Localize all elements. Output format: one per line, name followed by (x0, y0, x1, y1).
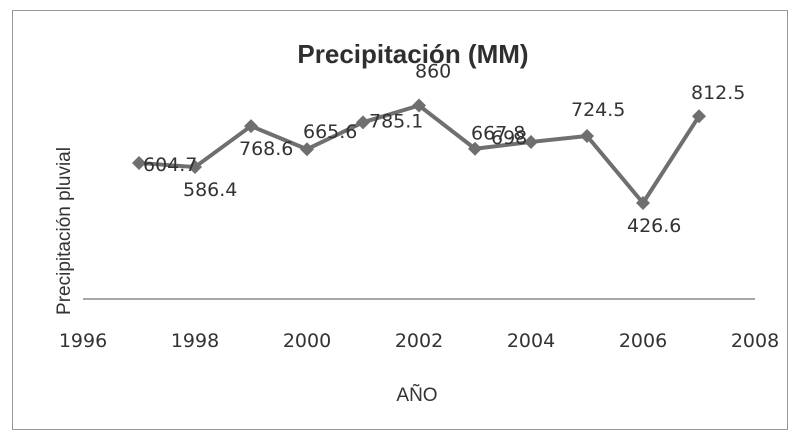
x-tick-label-2002: 2002 (395, 330, 443, 352)
data-point-1998 (188, 160, 202, 175)
data-label-2001: 785.1 (369, 110, 423, 132)
data-point-2003 (468, 141, 482, 156)
data-point-2007 (692, 109, 706, 124)
data-point-2005 (580, 128, 594, 143)
data-point-2002 (412, 98, 426, 113)
data-label-2006: 426.6 (627, 215, 681, 237)
x-tick-label-1998: 1998 (171, 330, 219, 352)
chart-frame: Precipitación (MM) AÑO Precipitación plu… (12, 10, 788, 430)
x-tick-label-2008: 2008 (731, 330, 779, 352)
x-tick-labels: 1996 1998 2000 2002 2004 2006 2008 (59, 330, 779, 352)
chart-svg: Precipitación (MM) AÑO Precipitación plu… (54, 39, 779, 406)
data-label-2004: 698 (491, 127, 527, 149)
data-label-1997: 604.7 (143, 154, 197, 176)
data-label-2007: 812.5 (691, 82, 745, 104)
data-point-2001 (356, 115, 370, 130)
y-axis-title: Precipitación pluvial (54, 147, 75, 315)
x-tick-label-2000: 2000 (283, 330, 331, 352)
x-tick-label-2004: 2004 (507, 330, 555, 352)
data-label-1999: 768.6 (239, 138, 293, 160)
data-label-1998: 586.4 (183, 179, 237, 201)
chart-title: Precipitación (MM) (297, 39, 528, 69)
data-label-2000: 665.6 (303, 121, 357, 143)
x-tick-label-2006: 2006 (619, 330, 667, 352)
data-point-2004 (524, 134, 538, 149)
data-point-2006 (636, 196, 650, 211)
x-axis-title: AÑO (396, 384, 437, 406)
data-point-1999 (244, 119, 258, 134)
x-tick-label-1996: 1996 (59, 330, 107, 352)
data-point-1997 (132, 155, 146, 170)
data-point-2000 (300, 142, 314, 157)
series-group (132, 98, 706, 211)
data-label-2003: 667.8 (471, 123, 525, 145)
data-label-2002: 860 (415, 61, 451, 83)
data-label-2005: 724.5 (571, 99, 625, 121)
